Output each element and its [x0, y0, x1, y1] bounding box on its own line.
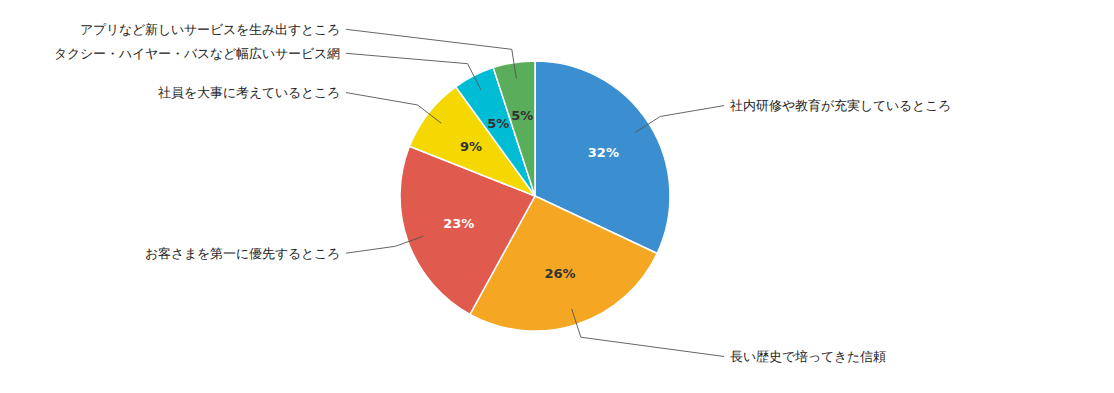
data-label: 5%: [487, 116, 509, 131]
chart-svg: 32%26%23%9%5%5%社内研修や教育が充実しているところ長い歴史で培って…: [0, 0, 1114, 393]
data-labels: 32% 26% 23% 9% 5%5%: [443, 108, 619, 280]
category-label: 長い歴史で培ってきた信頼: [730, 349, 886, 364]
category-label: お客さまを第一に優先するところ: [145, 246, 340, 261]
leader-line: [346, 29, 516, 78]
data-label: 32%: [588, 145, 619, 160]
slices: [400, 61, 670, 331]
leader-line: [346, 53, 481, 90]
data-label: 23%: [443, 216, 474, 231]
leader-line: [635, 106, 724, 133]
leader-line: [346, 236, 423, 253]
data-label: 26%: [544, 266, 575, 281]
leader-line: [572, 309, 724, 357]
category-label: 社内研修や教育が充実しているところ: [730, 98, 951, 113]
annotations: 社内研修や教育が充実しているところ長い歴史で培ってきた信頼 お客さまを第一に優先す…: [54, 22, 951, 364]
leader-line: [346, 93, 441, 124]
category-label: アプリなど新しいサービスを生み出すところ: [80, 22, 340, 37]
data-label: 9%: [460, 139, 482, 154]
data-label: 5%: [511, 108, 533, 123]
category-label: 社員を大事に考えているところ: [158, 85, 340, 100]
chart-container: 32%26%23%9%5%5%社内研修や教育が充実しているところ長い歴史で培って…: [0, 0, 1114, 393]
category-label: タクシー・ハイヤー・バスなど幅広いサービス網: [54, 46, 340, 61]
